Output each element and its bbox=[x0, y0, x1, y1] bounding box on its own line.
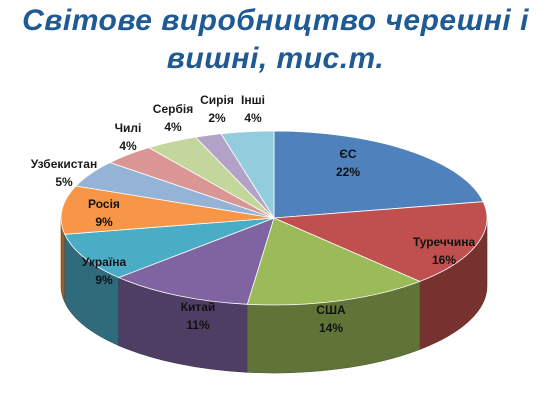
pie-label-value: 9% bbox=[95, 273, 113, 287]
pie-label-slice-9: Сирія 2% bbox=[200, 93, 234, 125]
pie-label-value: 5% bbox=[55, 175, 73, 189]
pie-label-name: Інші bbox=[241, 93, 265, 107]
pie-label-slice-10: Інші 4% bbox=[241, 93, 265, 125]
pie-label-value: 22% bbox=[336, 165, 360, 179]
pie-label-name: Україна bbox=[82, 255, 127, 269]
pie-label-slice-6: Узбекистан 5% bbox=[31, 157, 97, 189]
pie-slice-slice-0 bbox=[273, 130, 484, 219]
pie-label-name: Сербія bbox=[153, 102, 193, 116]
chart-title-line-2: вишні, тис.т. bbox=[166, 42, 385, 75]
pie-label-name: Китай bbox=[181, 300, 216, 314]
pie-top bbox=[60, 130, 488, 306]
pie-label-name: США bbox=[316, 303, 346, 317]
pie-label-slice-7: Чилі 4% bbox=[115, 121, 142, 153]
pie-label-value: 4% bbox=[244, 111, 262, 125]
pie-depth bbox=[60, 217, 488, 374]
pie-label-value: 4% bbox=[164, 120, 182, 134]
pie-label-slice-2: США 14% bbox=[316, 303, 346, 335]
pie-slice-slice-2 bbox=[246, 217, 421, 306]
chart-title-line-1: Світове виробництво черешні і bbox=[22, 4, 529, 37]
pie-slice-slice-10 bbox=[220, 130, 275, 220]
pie-label-name: Туреччина bbox=[413, 235, 476, 249]
pie-labels: ЄС 22% Туреччина 16% США 14% Китай 11% Україна 9%… bbox=[31, 93, 476, 335]
pie-label-name: Росія bbox=[88, 197, 120, 211]
pie-label-value: 16% bbox=[432, 253, 456, 267]
pie-slice-slice-4 bbox=[64, 217, 275, 278]
pie-label-name: ЄС bbox=[339, 147, 357, 161]
pie-slice-slice-1 bbox=[273, 201, 488, 282]
pie-label-slice-8: Сербія 4% bbox=[153, 102, 193, 134]
pie-slice-slice-5 bbox=[60, 185, 275, 235]
pie-slice-slice-3 bbox=[117, 217, 275, 305]
pie-label-name: Сирія bbox=[200, 93, 234, 107]
pie-label-value: 11% bbox=[186, 318, 210, 332]
pie-label-value: 4% bbox=[119, 139, 137, 153]
pie-label-value: 9% bbox=[95, 215, 113, 229]
pie-label-slice-4: Україна 9% bbox=[82, 255, 127, 287]
pie-label-value: 2% bbox=[208, 111, 226, 125]
pie-label-name: Узбекистан bbox=[31, 157, 97, 171]
chart-title: Світове виробництво черешні і вишні, тис… bbox=[0, 2, 551, 78]
pie-label-slice-0: ЄС 22% bbox=[336, 147, 360, 179]
pie-label-name: Чилі bbox=[115, 121, 142, 135]
pie-label-slice-5: Росія 9% bbox=[88, 197, 120, 229]
pie-label-slice-1: Туреччина 16% bbox=[413, 235, 476, 267]
pie-label-value: 14% bbox=[319, 321, 343, 335]
pie-label-slice-3: Китай 11% bbox=[181, 300, 216, 332]
